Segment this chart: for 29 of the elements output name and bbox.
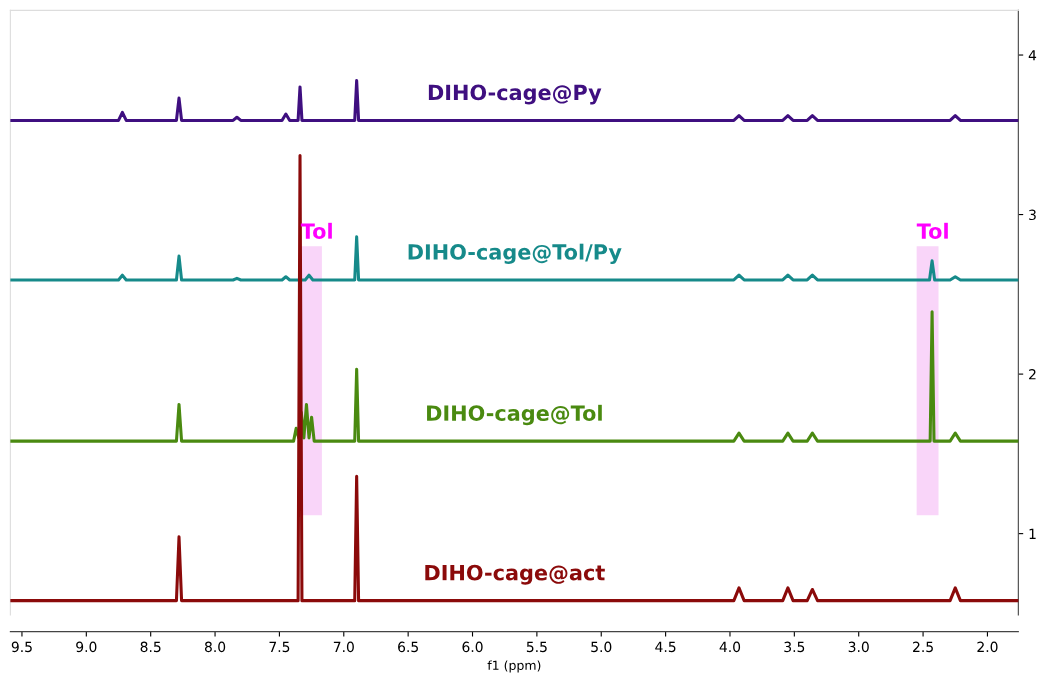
- x-tick-label: 4.5: [655, 641, 676, 653]
- x-tick-label: 3.0: [848, 641, 869, 653]
- band-label: Tol: [916, 222, 948, 239]
- x-tick-label: 8.0: [204, 641, 226, 653]
- line-series: [10, 154, 1019, 603]
- x-tick-label: 6.5: [398, 641, 418, 653]
- y-tick-label: 4: [1028, 50, 1037, 61]
- line-series: [10, 310, 1019, 443]
- y-tick-label: 2: [1029, 369, 1036, 380]
- series-label: DIHO-cage@Py: [428, 84, 602, 105]
- x-axis-title: f1 (ppm): [487, 660, 541, 673]
- series-label: DIHO-cage@Tol/Py: [408, 243, 622, 265]
- line-series: [10, 79, 1019, 122]
- series-label: DIHO-cage@Tol: [427, 404, 602, 426]
- x-tick-label: 2.0: [977, 641, 998, 653]
- x-tick-label: 3.5: [784, 641, 805, 653]
- y-tick-label: 3: [1029, 209, 1036, 221]
- x-tick-label: 5.5: [526, 641, 547, 653]
- x-tick-label: 7.0: [333, 641, 354, 653]
- series-label: DIHO-cage@act: [425, 564, 605, 585]
- x-tick-label: 9.5: [11, 641, 32, 653]
- x-tick-label: 5.0: [591, 641, 612, 653]
- x-tick-label: 4.0: [719, 641, 741, 653]
- x-tick-label: 2.5: [913, 641, 933, 653]
- x-tick-label: 7.5: [269, 641, 290, 653]
- x-tick-label: 6.0: [462, 641, 483, 653]
- x-tick-label: 8.5: [140, 641, 161, 653]
- y-tick-label: 1: [1029, 528, 1036, 539]
- x-tick-label: 9.0: [76, 641, 97, 653]
